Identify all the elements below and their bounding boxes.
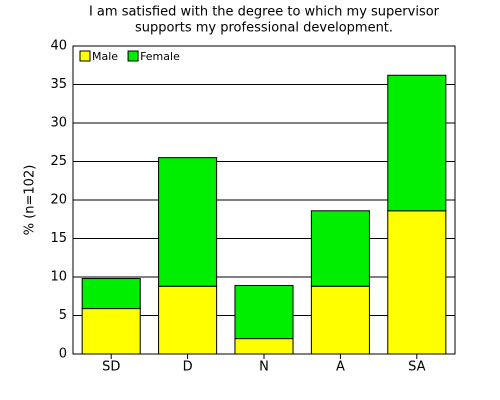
y-tick-label: 15 [50,231,67,246]
bar-segment [158,285,218,355]
y-tick-label: 35 [50,77,67,92]
legend-swatch [127,50,139,62]
bar-segment [310,285,370,355]
bar-segment [81,308,141,355]
y-tick-label: 40 [50,39,67,54]
y-tick-label: 20 [50,193,67,208]
x-tick-label: SD [102,360,120,375]
bar-segment [387,210,447,355]
bar-segment [158,157,218,287]
x-tick-label: D [183,360,193,375]
bar-segment [81,278,141,310]
legend-swatch [79,50,91,62]
plot-frame [72,45,456,355]
x-tick-label: N [259,360,269,375]
chart-title: I am satisfied with the degree to which … [89,5,440,20]
y-axis-label: % (n=102) [23,165,38,236]
y-tick-label: 0 [59,347,67,362]
legend-label: Female [140,50,180,63]
chart-title: supports my professional development. [135,21,393,36]
x-tick-label: A [336,360,345,375]
y-tick-label: 30 [50,116,67,131]
y-tick-label: 10 [50,270,67,285]
y-tick-label: 25 [50,154,67,169]
legend-label: Male [92,50,118,63]
bar-segment [234,338,294,355]
bar-segment [234,284,294,340]
bar-segment [310,210,370,287]
x-tick-label: SA [408,360,425,375]
bar-segment [387,74,447,212]
y-tick-label: 5 [59,308,67,323]
